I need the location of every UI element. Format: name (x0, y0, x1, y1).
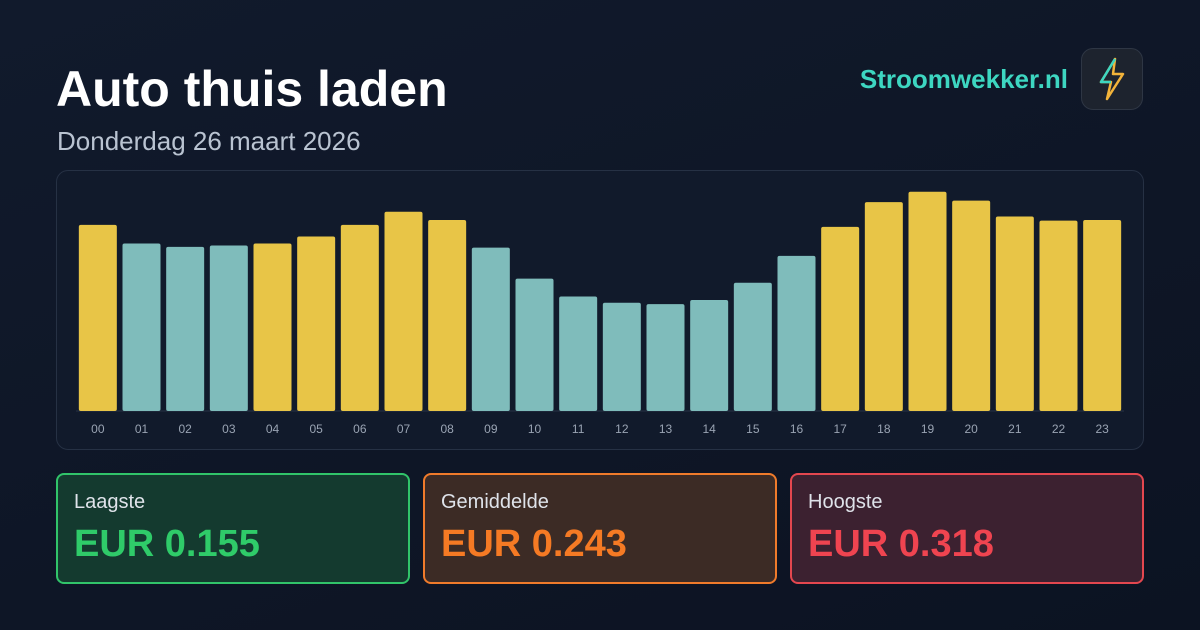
bar (515, 278, 554, 411)
x-tick-label: 15 (746, 422, 760, 436)
bar (864, 202, 903, 411)
x-tick-label: 09 (484, 422, 498, 436)
bar (166, 246, 205, 411)
bar (952, 200, 991, 411)
bar (602, 302, 641, 411)
x-tick-label: 18 (877, 422, 891, 436)
bar (1039, 220, 1078, 411)
x-tick-label: 12 (615, 422, 629, 436)
x-tick-label: 13 (659, 422, 673, 436)
bar (384, 211, 423, 411)
x-tick-label: 07 (397, 422, 411, 436)
bar (340, 224, 379, 411)
x-tick-label: 17 (833, 422, 847, 436)
bar (995, 216, 1034, 411)
x-tick-label: 05 (309, 422, 323, 436)
stat-label: Gemiddelde (441, 491, 549, 513)
bar (690, 299, 729, 411)
bar (733, 282, 772, 411)
bar (777, 255, 816, 411)
x-tick-label: 16 (790, 422, 804, 436)
x-tick-label: 10 (528, 422, 542, 436)
bar (78, 224, 117, 411)
x-tick-label: 23 (1095, 422, 1109, 436)
stat-card: Hoogste EUR 0.318 (790, 473, 1144, 584)
stat-card: Laagste EUR 0.155 (56, 473, 410, 584)
stat-value: EUR 0.318 (808, 523, 994, 565)
x-tick-label: 00 (91, 422, 105, 436)
bar (559, 296, 598, 411)
x-tick-label: 02 (178, 422, 192, 436)
bar (122, 243, 161, 411)
bar (428, 219, 467, 411)
x-tick-label: 21 (1008, 422, 1022, 436)
x-tick-label: 01 (135, 422, 149, 436)
bar (1083, 219, 1122, 411)
brand-icon (1081, 48, 1143, 110)
subtitle: Donderdag 26 maart 2026 (57, 126, 361, 156)
bar (253, 243, 292, 411)
x-tick-label: 14 (702, 422, 716, 436)
stat-value: EUR 0.243 (441, 523, 627, 565)
x-tick-label: 04 (266, 422, 280, 436)
stat-label: Laagste (74, 491, 146, 513)
x-tick-label: 08 (440, 422, 454, 436)
x-tick-label: 06 (353, 422, 367, 436)
bar (908, 191, 947, 411)
x-tick-label: 19 (921, 422, 935, 436)
bar (646, 304, 685, 411)
bar (209, 245, 248, 411)
x-tick-label: 11 (572, 422, 585, 436)
bar (297, 236, 336, 411)
title: Auto thuis laden (56, 61, 448, 117)
x-tick-label: 22 (1052, 422, 1066, 436)
bar (821, 226, 860, 411)
x-tick-label: 03 (222, 422, 236, 436)
brand: Stroomwekker.nl (859, 64, 1068, 94)
lightning-icon (1099, 57, 1125, 101)
bar (471, 247, 510, 411)
stat-value: EUR 0.155 (74, 523, 260, 565)
x-tick-label: 20 (964, 422, 978, 436)
stat-label: Hoogste (808, 491, 883, 513)
stat-card: Gemiddelde EUR 0.243 (423, 473, 777, 584)
